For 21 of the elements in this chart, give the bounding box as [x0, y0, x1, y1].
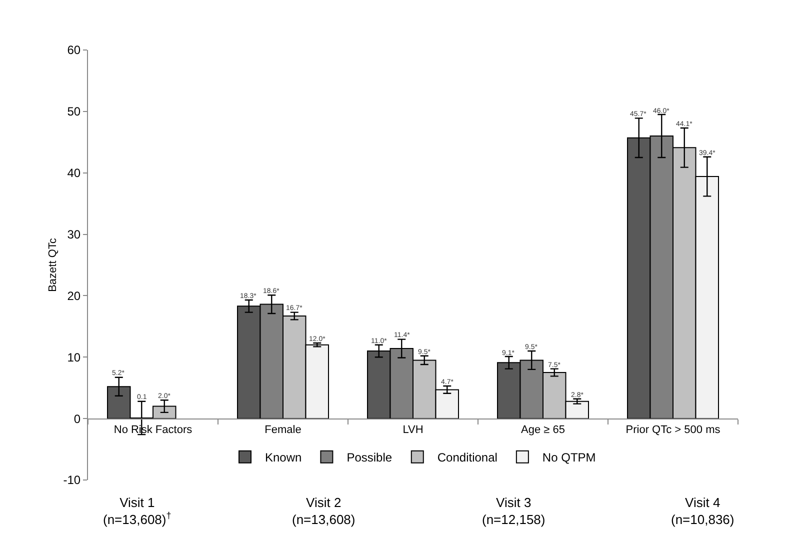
- x-tick-label: Female: [264, 424, 302, 436]
- legend-label: No QTPM: [542, 450, 596, 465]
- y-tick-label: 20: [67, 288, 81, 303]
- legend-label: Possible: [346, 450, 392, 465]
- y-tick-label: 0: [74, 412, 81, 426]
- x-tick-label: Prior QTc > 500 ms: [626, 424, 721, 436]
- y-tick-label: 10: [67, 350, 81, 364]
- text: Visit 4 (n=10,836): [671, 495, 734, 527]
- y-tick-label: 60: [67, 43, 81, 58]
- y-axis-title: Bazett QTc: [47, 238, 59, 292]
- legend-label: Known: [265, 450, 302, 465]
- y-tick-label: 30: [67, 227, 81, 242]
- text: Visit 1 (n=13,608)$^{†}$: [103, 495, 172, 527]
- y-tick-label: -10: [63, 473, 81, 488]
- text: Visit 2 (n=13,608): [292, 495, 356, 527]
- x-tick-label: LVH: [402, 424, 424, 436]
- legend-label: Conditional: [437, 450, 498, 465]
- text: Visit 3 (n=12,158): [482, 495, 546, 527]
- y-tick-label: 50: [67, 104, 81, 119]
- x-tick-label: Age ≥ 65: [521, 424, 565, 436]
- y-tick-label: 40: [67, 166, 81, 180]
